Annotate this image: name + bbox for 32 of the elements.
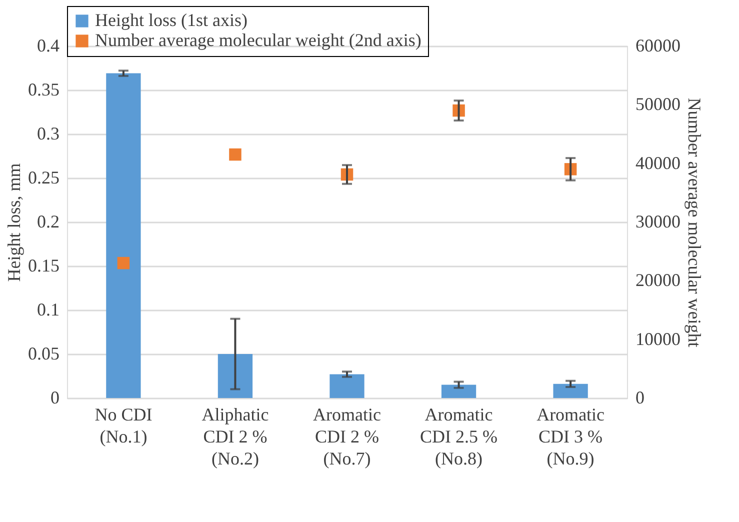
y2-tick-label: 30000 — [636, 212, 680, 232]
y-tick-label: 0.2 — [37, 212, 60, 232]
y-tick-label: 0.35 — [28, 80, 60, 100]
x-tick-label: Aromatic CDI 2 % (No.7) — [313, 404, 381, 468]
y2-tick-label: 20000 — [636, 270, 680, 290]
legend-label: Height loss (1st axis) — [95, 10, 248, 30]
y2-axis-title: Number average molecular weight — [684, 98, 704, 348]
y-tick-label: 0.4 — [37, 36, 60, 56]
bar — [330, 374, 364, 398]
y2-tick-label: 10000 — [636, 328, 680, 349]
y-tick-label: 0.15 — [28, 256, 60, 276]
point — [229, 148, 242, 161]
x-tick-label: Aromatic CDI 3 % (No.9) — [536, 404, 605, 468]
x-tick-label: Aromatic CDI 2.5 % (No.8) — [420, 404, 498, 468]
bar — [441, 384, 476, 398]
y2-tick-label: 60000 — [636, 36, 680, 56]
y-tick-label: 0.05 — [28, 344, 60, 364]
y-tick-label: 0.3 — [37, 124, 60, 144]
x-tick-label: No CDI (No.1) — [94, 404, 152, 446]
y-axis-title: Height loss, mm — [4, 163, 24, 282]
y2-tick-label: 50000 — [636, 94, 680, 114]
legend-label: Number average molecular weight (2nd axis) — [95, 30, 422, 50]
y-tick-label: 0 — [50, 388, 60, 408]
y2-tick-label: 0 — [636, 388, 644, 408]
bar — [106, 73, 141, 398]
point — [117, 256, 130, 270]
y-tick-label: 0.1 — [37, 300, 60, 320]
x-tick-label: Aliphatic CDI 2 % (No.2) — [202, 404, 269, 468]
bar — [218, 354, 253, 398]
bar — [553, 384, 588, 398]
y2-tick-label: 40000 — [636, 152, 680, 173]
y-tick-label: 0.25 — [28, 168, 60, 188]
